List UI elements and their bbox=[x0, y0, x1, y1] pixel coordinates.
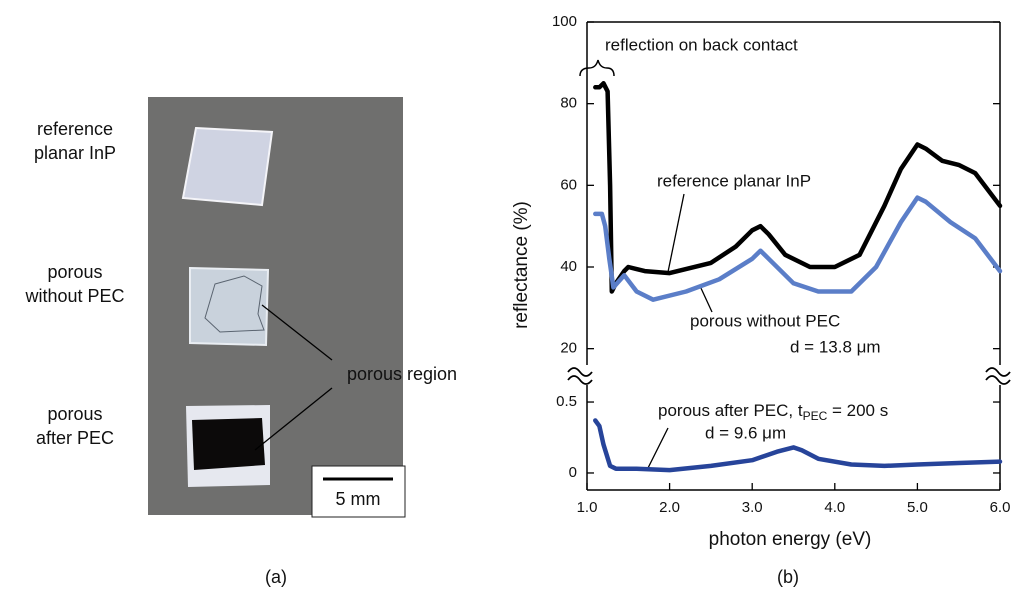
caption: (b) bbox=[777, 567, 799, 587]
y-tick-label: 0 bbox=[569, 464, 577, 481]
annotation: d = 9.6 μm bbox=[705, 423, 786, 442]
annotation-subscript: PEC bbox=[803, 409, 828, 423]
scale-bar-label: 5 mm bbox=[336, 489, 381, 509]
brace bbox=[579, 59, 615, 77]
annotation: reference planar InP bbox=[657, 171, 811, 190]
sample-label: porous bbox=[47, 262, 102, 282]
y-tick-label: 20 bbox=[560, 340, 577, 357]
axis-break bbox=[985, 367, 1011, 385]
annotation: d = 13.8 μm bbox=[790, 337, 881, 356]
x-tick-label: 5.0 bbox=[907, 499, 928, 516]
sample-label: porous bbox=[47, 404, 102, 424]
porous-outline bbox=[204, 275, 265, 333]
y-tick-label: 60 bbox=[560, 176, 577, 193]
caption: (a) bbox=[265, 567, 287, 587]
pointer bbox=[647, 427, 669, 469]
x-tick-label: 4.0 bbox=[824, 499, 845, 516]
annotation: porous after PEC, tPEC = 200 s bbox=[658, 401, 888, 423]
annotation-part: = 200 s bbox=[827, 401, 888, 420]
pointer bbox=[254, 387, 333, 451]
annotation: porous without PEC bbox=[690, 311, 840, 330]
porous-dark-region bbox=[192, 418, 265, 470]
sample-porous bbox=[189, 266, 270, 347]
pointer bbox=[667, 193, 685, 273]
y-axis-label: reflectance (%) bbox=[511, 201, 532, 329]
sample-label: after PEC bbox=[36, 428, 114, 448]
x-tick-label: 6.0 bbox=[990, 499, 1011, 516]
y-tick-label: 80 bbox=[560, 95, 577, 112]
y-tick-label: 100 bbox=[552, 13, 577, 30]
scale-bar-box bbox=[311, 465, 406, 518]
x-tick-label: 1.0 bbox=[577, 499, 598, 516]
annotation-part: porous after PEC, t bbox=[658, 401, 803, 420]
sample-reference bbox=[181, 126, 274, 207]
data-line bbox=[593, 418, 1003, 473]
pointer bbox=[261, 304, 333, 361]
region-label: porous region bbox=[347, 364, 457, 384]
annotation: reflection on back contact bbox=[605, 35, 798, 54]
axis-break bbox=[567, 367, 593, 385]
sample-label: without PEC bbox=[24, 286, 124, 306]
photo-background bbox=[148, 97, 403, 515]
pointer bbox=[699, 285, 713, 313]
y-tick-label: 40 bbox=[560, 258, 577, 275]
data-line bbox=[593, 81, 1003, 294]
x-axis-label: photon energy (eV) bbox=[709, 529, 872, 550]
y-tick-label: 0.5 bbox=[556, 393, 577, 410]
x-tick-label: 3.0 bbox=[742, 499, 763, 516]
x-tick-label: 2.0 bbox=[659, 499, 680, 516]
sample-label: reference bbox=[37, 119, 113, 139]
sample-label: planar InP bbox=[34, 143, 116, 163]
data-line bbox=[593, 195, 1003, 302]
